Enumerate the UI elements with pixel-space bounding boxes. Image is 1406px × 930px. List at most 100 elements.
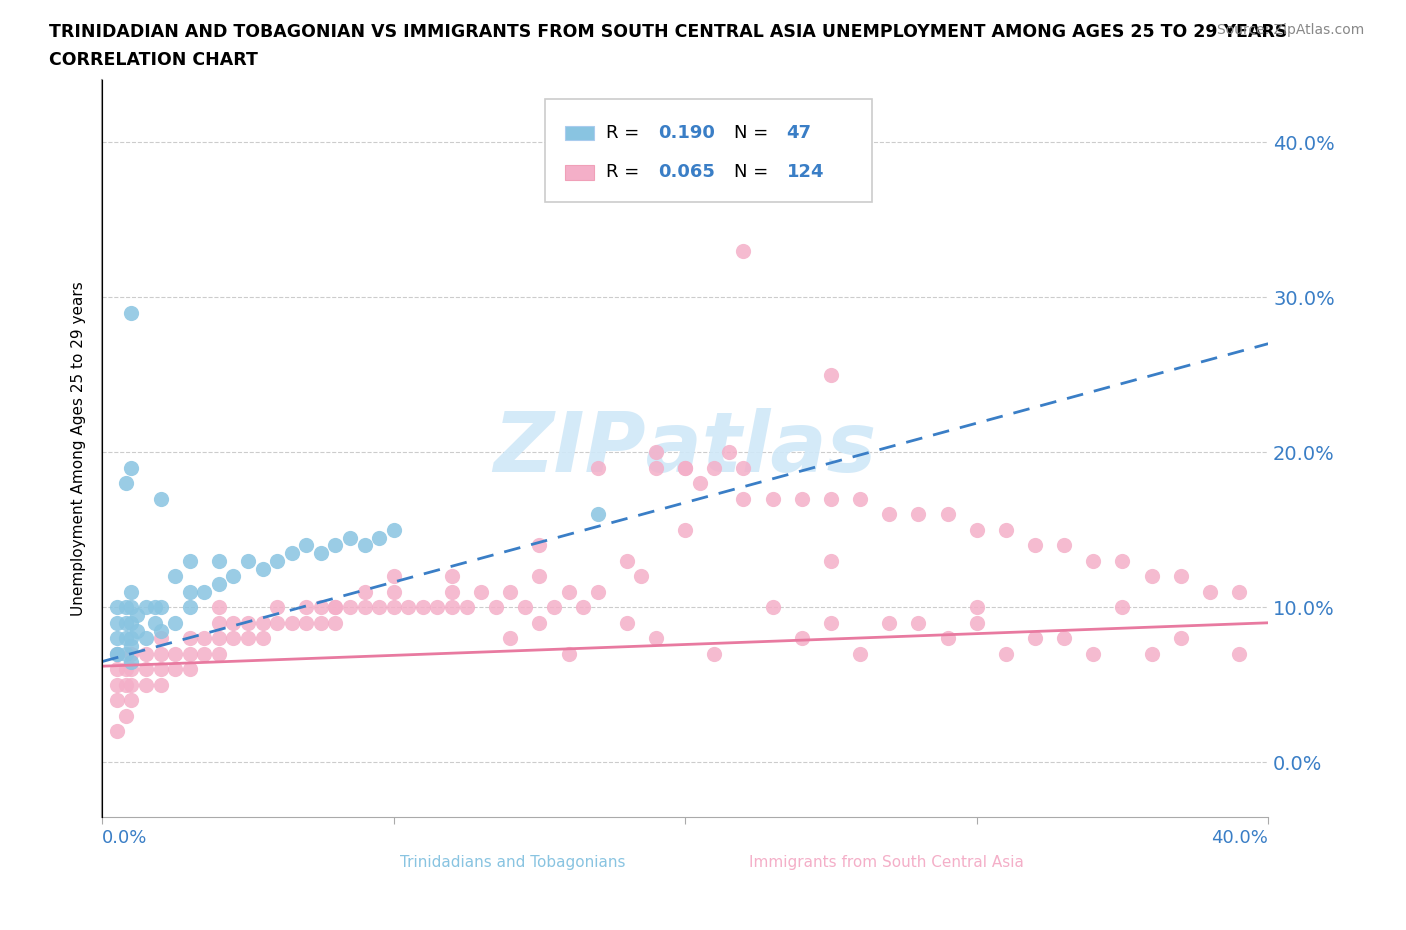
Point bbox=[339, 600, 361, 615]
Point bbox=[907, 507, 929, 522]
Point bbox=[295, 600, 318, 615]
Point bbox=[120, 662, 142, 677]
Point bbox=[673, 523, 696, 538]
Point bbox=[149, 600, 172, 615]
Point bbox=[105, 677, 128, 692]
Point bbox=[114, 600, 136, 615]
Point bbox=[222, 616, 245, 631]
Point bbox=[440, 600, 463, 615]
Point bbox=[309, 600, 332, 615]
Point bbox=[236, 616, 259, 631]
Point bbox=[135, 646, 157, 661]
Point bbox=[616, 553, 638, 568]
Point bbox=[135, 600, 157, 615]
Point bbox=[114, 646, 136, 661]
Point bbox=[1140, 569, 1163, 584]
Point bbox=[339, 530, 361, 545]
Y-axis label: Unemployment Among Ages 25 to 29 years: Unemployment Among Ages 25 to 29 years bbox=[72, 281, 86, 616]
FancyBboxPatch shape bbox=[359, 854, 388, 870]
Point bbox=[645, 460, 668, 475]
Text: 0.065: 0.065 bbox=[658, 163, 716, 181]
Point bbox=[252, 616, 274, 631]
Point bbox=[114, 631, 136, 645]
Point bbox=[877, 507, 900, 522]
Text: 124: 124 bbox=[786, 163, 824, 181]
Point bbox=[820, 553, 842, 568]
Point bbox=[127, 623, 149, 638]
Point bbox=[877, 616, 900, 631]
Point bbox=[105, 646, 128, 661]
FancyBboxPatch shape bbox=[565, 126, 595, 140]
Point bbox=[179, 584, 201, 599]
Point bbox=[135, 631, 157, 645]
Point bbox=[353, 600, 375, 615]
Point bbox=[645, 631, 668, 645]
Point bbox=[543, 600, 565, 615]
Point bbox=[382, 600, 405, 615]
Point bbox=[105, 646, 128, 661]
Point bbox=[127, 607, 149, 622]
Point bbox=[120, 677, 142, 692]
Point bbox=[295, 616, 318, 631]
Point bbox=[120, 305, 142, 320]
Text: R =: R = bbox=[606, 163, 645, 181]
Point bbox=[222, 631, 245, 645]
Point bbox=[529, 538, 551, 552]
Point bbox=[790, 491, 813, 506]
Point bbox=[382, 523, 405, 538]
Point bbox=[645, 445, 668, 459]
Point bbox=[1083, 646, 1105, 661]
Point bbox=[252, 561, 274, 576]
Point bbox=[1024, 631, 1046, 645]
Text: N =: N = bbox=[734, 163, 775, 181]
Point bbox=[179, 600, 201, 615]
Point bbox=[382, 569, 405, 584]
Point bbox=[325, 538, 347, 552]
Point bbox=[193, 646, 215, 661]
FancyBboxPatch shape bbox=[565, 165, 595, 179]
Point bbox=[266, 616, 288, 631]
Point bbox=[820, 616, 842, 631]
Point bbox=[485, 600, 508, 615]
Point bbox=[143, 600, 166, 615]
Text: 0.0%: 0.0% bbox=[103, 829, 148, 847]
Point bbox=[456, 600, 478, 615]
Text: 47: 47 bbox=[786, 124, 811, 142]
Point bbox=[368, 600, 391, 615]
Text: CORRELATION CHART: CORRELATION CHART bbox=[49, 51, 259, 69]
Point bbox=[1140, 646, 1163, 661]
Point bbox=[165, 569, 187, 584]
Point bbox=[733, 244, 755, 259]
Text: 0.190: 0.190 bbox=[658, 124, 716, 142]
Point bbox=[689, 476, 711, 491]
Point bbox=[470, 584, 492, 599]
Text: Immigrants from South Central Asia: Immigrants from South Central Asia bbox=[749, 855, 1024, 870]
Point bbox=[280, 616, 302, 631]
Point bbox=[325, 600, 347, 615]
Point bbox=[179, 553, 201, 568]
Point bbox=[1227, 646, 1250, 661]
Point bbox=[114, 709, 136, 724]
Point bbox=[179, 646, 201, 661]
Text: N =: N = bbox=[734, 124, 775, 142]
Point bbox=[936, 507, 959, 522]
Point bbox=[529, 616, 551, 631]
Point bbox=[114, 662, 136, 677]
Point bbox=[165, 646, 187, 661]
Point bbox=[114, 616, 136, 631]
Point bbox=[499, 631, 522, 645]
Point bbox=[396, 600, 419, 615]
Point bbox=[105, 724, 128, 738]
Point bbox=[966, 523, 988, 538]
Text: ZIP​atlas: ZIP​atlas bbox=[494, 408, 877, 489]
Point bbox=[703, 460, 725, 475]
Point bbox=[165, 662, 187, 677]
Point bbox=[135, 662, 157, 677]
Point bbox=[572, 600, 595, 615]
Point bbox=[1170, 631, 1192, 645]
Point bbox=[179, 631, 201, 645]
Point bbox=[630, 569, 652, 584]
Point bbox=[966, 616, 988, 631]
Point bbox=[105, 616, 128, 631]
Point bbox=[586, 584, 609, 599]
